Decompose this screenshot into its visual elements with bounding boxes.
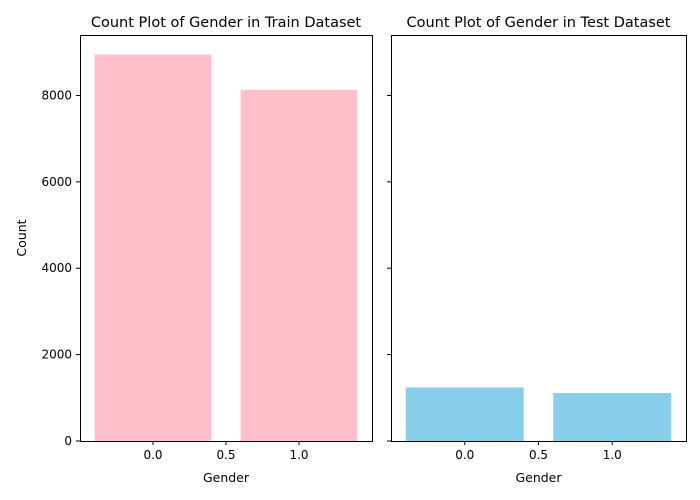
y-axis-label: Count <box>14 219 29 256</box>
bar-0 <box>405 387 524 441</box>
bar-1 <box>240 89 358 441</box>
x-axis-label: Gender <box>515 470 562 485</box>
bar-1 <box>553 393 672 441</box>
train-count-plot: 0.0 0.5 1.0 0 2000 4000 6000 8000 Count Plot of … <box>14 15 373 485</box>
x-axis-label: Gender <box>203 470 250 485</box>
x-tick-label: 0.0 <box>455 448 474 462</box>
chart-title: Count Plot of Gender in Train Dataset <box>91 15 362 31</box>
axes-frame <box>391 35 687 442</box>
chart-title: Count Plot of Gender in Test Dataset <box>406 15 670 31</box>
x-tick-label: 1.0 <box>603 448 622 462</box>
y-tick-label: 0 <box>64 434 72 448</box>
bar-0 <box>94 54 212 442</box>
x-tick-label: 0.5 <box>216 448 235 462</box>
x-tick-label: 0.0 <box>143 448 162 462</box>
y-tick-label: 2000 <box>41 348 72 362</box>
x-tick-label: 1.0 <box>289 448 308 462</box>
test-count-plot: 0.0 0.5 1.0 Count Plot of Gender in Test Da… <box>387 15 687 485</box>
y-tick-label: 4000 <box>41 261 72 275</box>
y-tick-label: 8000 <box>41 88 72 102</box>
x-tick-label: 0.5 <box>529 448 548 462</box>
y-tick-label: 6000 <box>41 175 72 189</box>
